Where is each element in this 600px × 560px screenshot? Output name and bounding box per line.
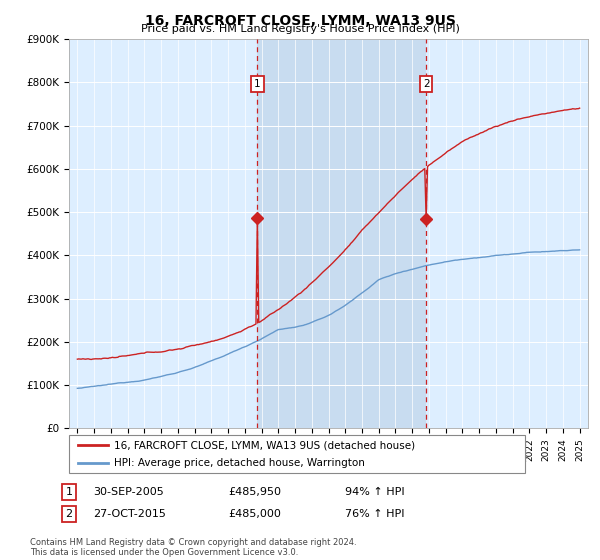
Bar (257, 39, 426, 428)
Text: 2: 2 (65, 509, 73, 519)
Text: 27-OCT-2015: 27-OCT-2015 (93, 509, 166, 519)
Text: Contains HM Land Registry data © Crown copyright and database right 2024.
This d: Contains HM Land Registry data © Crown c… (30, 538, 356, 557)
Text: 1: 1 (254, 79, 260, 89)
Text: Price paid vs. HM Land Registry's House Price Index (HPI): Price paid vs. HM Land Registry's House … (140, 24, 460, 34)
Text: £485,000: £485,000 (228, 509, 281, 519)
Text: HPI: Average price, detached house, Warrington: HPI: Average price, detached house, Warr… (114, 458, 365, 468)
Text: 94% ↑ HPI: 94% ↑ HPI (345, 487, 404, 497)
Text: 2: 2 (423, 79, 430, 89)
Text: 16, FARCROFT CLOSE, LYMM, WA13 9US: 16, FARCROFT CLOSE, LYMM, WA13 9US (145, 14, 455, 28)
Text: 16, FARCROFT CLOSE, LYMM, WA13 9US (detached house): 16, FARCROFT CLOSE, LYMM, WA13 9US (deta… (114, 440, 415, 450)
Text: 1: 1 (65, 487, 73, 497)
Text: 30-SEP-2005: 30-SEP-2005 (93, 487, 164, 497)
Text: 76% ↑ HPI: 76% ↑ HPI (345, 509, 404, 519)
Text: £485,950: £485,950 (228, 487, 281, 497)
